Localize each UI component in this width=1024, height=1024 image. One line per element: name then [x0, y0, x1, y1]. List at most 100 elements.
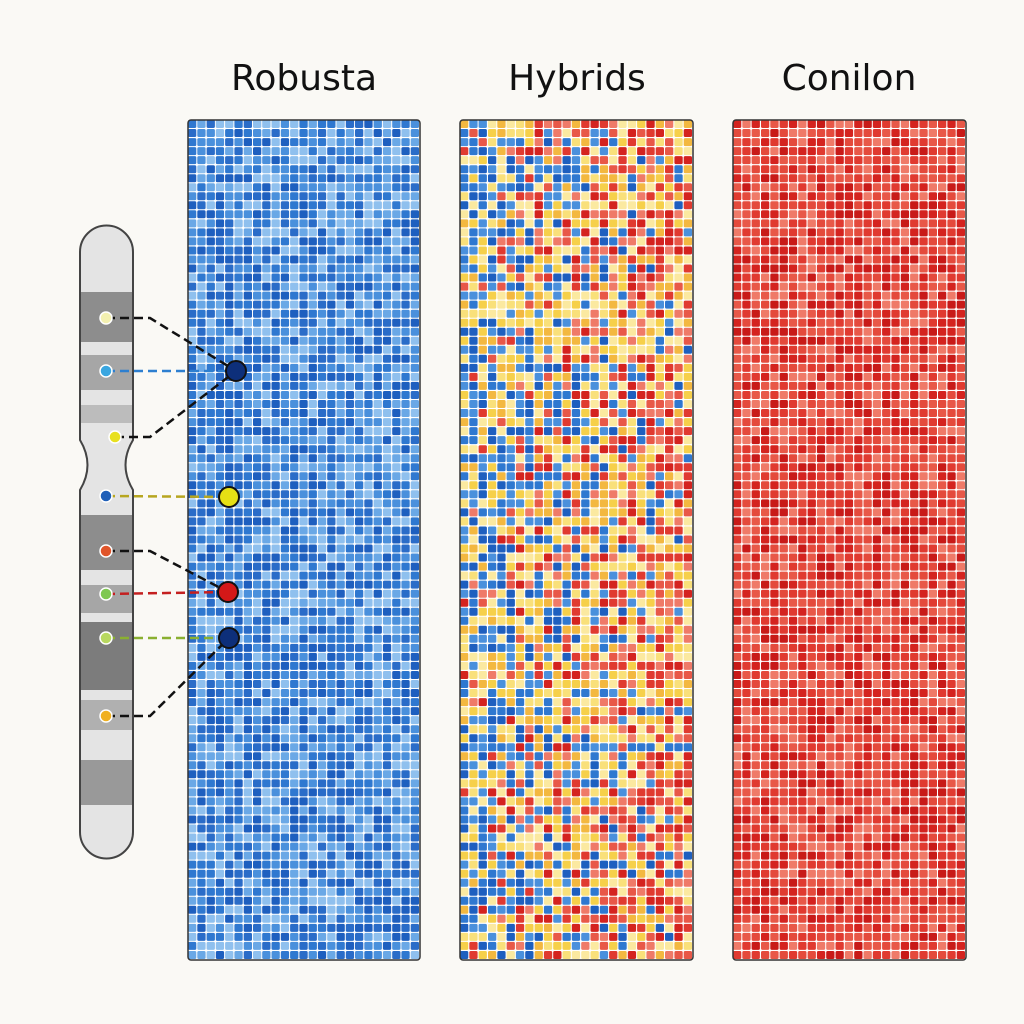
heatmap-cell — [674, 788, 683, 797]
heatmap-cell — [826, 210, 835, 219]
heatmap-cell — [515, 905, 525, 914]
heatmap-cell — [534, 634, 543, 643]
heatmap-cell — [590, 544, 599, 553]
heatmap-cell — [627, 562, 637, 571]
heatmap-cell — [562, 707, 571, 716]
heatmap-cell — [770, 183, 779, 192]
heatmap-cell — [392, 120, 401, 128]
heatmap-cell — [497, 833, 506, 842]
heatmap-cell — [197, 887, 206, 896]
heatmap-cell — [401, 372, 410, 381]
heatmap-cell — [835, 120, 844, 128]
heatmap-cell — [243, 634, 252, 643]
heatmap-cell — [637, 327, 646, 336]
heatmap-cell — [534, 138, 543, 147]
heatmap-cell — [382, 454, 392, 463]
heatmap-cell — [262, 869, 271, 878]
heatmap-cell — [590, 318, 599, 327]
heatmap-cell — [543, 652, 553, 661]
heatmap-cell — [410, 354, 419, 363]
heatmap-cell — [392, 553, 401, 562]
heatmap-cell — [373, 526, 382, 535]
heatmap-cell — [599, 860, 609, 869]
heatmap-cell — [788, 129, 798, 137]
heatmap-cell — [581, 896, 590, 905]
heatmap-cell — [515, 544, 525, 553]
heatmap-cell — [627, 318, 637, 327]
heatmap-cell — [299, 156, 308, 165]
heatmap-cell — [674, 770, 683, 779]
heatmap-cell — [253, 255, 262, 264]
heatmap-cell — [327, 698, 336, 707]
heatmap-cell — [609, 580, 618, 589]
heatmap-cell — [525, 770, 534, 779]
heatmap-cell — [364, 517, 373, 526]
heatmap-cell — [646, 698, 655, 707]
heatmap-cell — [355, 264, 364, 273]
heatmap-cell — [534, 878, 543, 887]
heatmap-cell — [373, 300, 382, 309]
heatmap-cell — [515, 264, 525, 273]
heatmap-cell — [488, 264, 497, 273]
heatmap-cell — [674, 689, 683, 697]
heatmap-cell — [571, 616, 581, 625]
heatmap-cell — [197, 354, 206, 363]
heatmap-cell — [655, 860, 664, 869]
heatmap-cell — [665, 454, 674, 463]
heatmap-cell — [599, 454, 609, 463]
heatmap-cell — [262, 716, 271, 725]
heatmap-cell — [336, 354, 345, 363]
heatmap-cell — [206, 499, 215, 508]
heatmap-cell — [665, 923, 674, 932]
heatmap-cell — [646, 481, 655, 490]
heatmap-cell — [188, 318, 197, 327]
heatmap-cell — [215, 129, 225, 137]
heatmap-cell — [234, 815, 243, 824]
heatmap-cell — [345, 680, 355, 688]
heatmap-cell — [599, 391, 609, 399]
heatmap-cell — [262, 616, 271, 625]
heatmap-cell — [234, 941, 243, 950]
heatmap-cell — [299, 129, 308, 137]
heatmap-cell — [525, 309, 534, 318]
heatmap-cell — [637, 508, 646, 517]
heatmap-cell — [515, 535, 525, 544]
heatmap-cell — [280, 887, 290, 896]
heatmap-cell — [243, 824, 252, 833]
heatmap-cell — [382, 842, 392, 851]
heatmap-cell — [262, 842, 271, 851]
heatmap-cell — [571, 201, 581, 210]
heatmap-cell — [627, 589, 637, 598]
heatmap-cell — [271, 914, 280, 923]
heatmap-cell — [571, 120, 581, 128]
heatmap-cell — [253, 454, 262, 463]
heatmap-cell — [373, 273, 382, 282]
heatmap-cell — [571, 445, 581, 454]
heatmap-cell — [460, 246, 469, 255]
heatmap-cell — [562, 815, 571, 824]
heatmap-cell — [618, 842, 627, 851]
heatmap-cell — [478, 689, 487, 697]
heatmap-cell — [646, 165, 655, 174]
heatmap-cell — [590, 120, 599, 128]
heatmap-cell — [497, 463, 506, 472]
heatmap-cell — [327, 625, 336, 634]
heatmap-cell — [562, 842, 571, 851]
heatmap-cell — [382, 806, 392, 815]
heatmap-cell — [280, 725, 290, 734]
heatmap-cell — [243, 255, 252, 264]
heatmap-cell — [327, 372, 336, 381]
heatmap-cell — [627, 255, 637, 264]
heatmap-cell — [562, 941, 571, 950]
heatmap-cell — [290, 418, 299, 427]
heatmap-cell — [590, 201, 599, 210]
heatmap-cell — [761, 156, 770, 165]
heatmap-cell — [253, 174, 262, 183]
heatmap-cell — [469, 309, 478, 318]
heatmap-cell — [206, 472, 215, 481]
heatmap-cell — [665, 481, 674, 490]
heatmap-cell — [646, 707, 655, 716]
heatmap-cell — [683, 544, 692, 553]
heatmap-cell — [478, 616, 487, 625]
heatmap-cell — [299, 381, 308, 390]
